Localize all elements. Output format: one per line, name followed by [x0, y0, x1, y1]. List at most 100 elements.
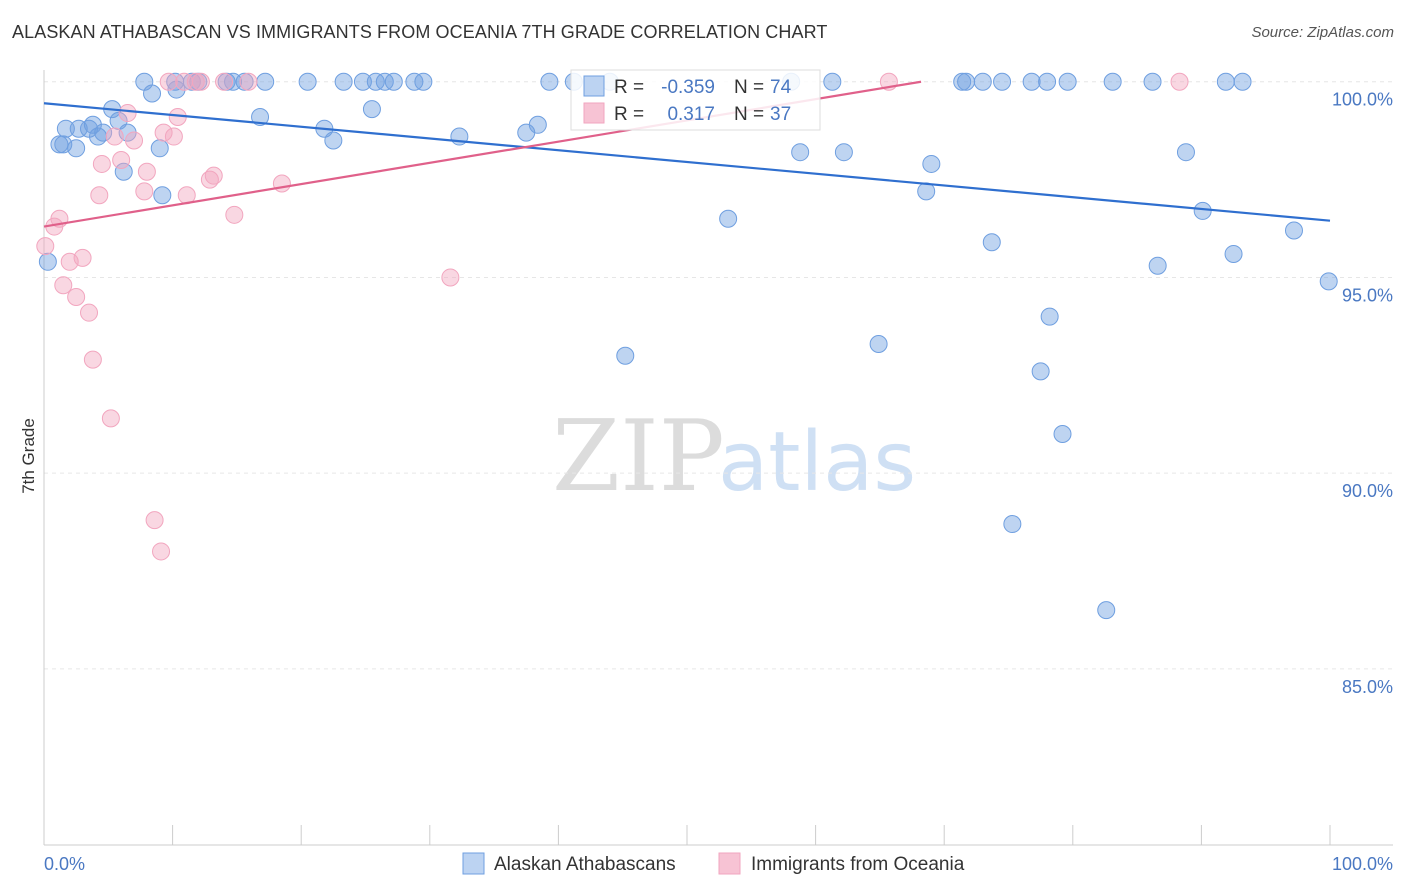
- data-point: [982, 233, 1001, 252]
- stats-box: R = -0.359 N = 74 R = 0.317 N = 37: [570, 69, 821, 131]
- data-point: [1216, 72, 1235, 91]
- stats-r-label-blue: R =: [614, 77, 644, 98]
- data-point: [719, 209, 738, 228]
- data-point: [414, 72, 433, 91]
- data-point: [251, 107, 270, 126]
- data-point: [83, 350, 102, 369]
- data-point: [298, 72, 317, 91]
- data-point: [366, 72, 385, 91]
- data-point: [1103, 72, 1122, 91]
- watermark-atlas: atlas: [718, 415, 916, 510]
- data-point: [362, 100, 381, 119]
- data-point: [791, 143, 810, 162]
- stats-box-frame: [570, 69, 821, 131]
- data-point: [1319, 272, 1338, 291]
- data-point: [1053, 425, 1072, 444]
- y-tick-label: 85.0%: [1342, 677, 1393, 697]
- data-point: [1038, 72, 1057, 91]
- data-point: [993, 72, 1012, 91]
- legend-swatch-alaskan-athabascans: [462, 852, 485, 875]
- chart-source: Source: ZipAtlas.com: [1251, 24, 1394, 41]
- watermark: ZIP atlas: [552, 400, 916, 514]
- legend-label-alaskan-athabascans: Alaskan Athabascans: [494, 854, 676, 875]
- data-points: [36, 72, 1338, 620]
- data-point: [150, 139, 169, 158]
- data-point: [67, 139, 86, 158]
- data-point: [153, 186, 172, 205]
- data-point: [834, 143, 853, 162]
- data-point: [182, 72, 201, 91]
- data-point: [1170, 72, 1189, 91]
- data-point: [135, 182, 154, 201]
- data-point: [405, 72, 424, 91]
- data-point: [1022, 72, 1041, 91]
- data-point: [235, 72, 254, 91]
- data-point: [1233, 72, 1252, 91]
- x-tick-label-min: 0.0%: [44, 854, 85, 874]
- stats-swatch-blue: [583, 75, 605, 97]
- trend-line-alaskan-athabascans: [43, 102, 1331, 222]
- stats-r-value-pink: 0.317: [667, 104, 715, 125]
- data-point: [73, 248, 92, 267]
- data-point: [94, 123, 113, 142]
- data-point: [54, 276, 73, 295]
- chart-title: ALASKAN ATHABASCAN VS IMMIGRANTS FROM OC…: [12, 22, 828, 42]
- x-axis-ticks: [43, 825, 1331, 845]
- data-point: [1097, 601, 1116, 620]
- data-point: [1224, 244, 1243, 263]
- data-point: [215, 72, 234, 91]
- data-point: [90, 186, 109, 205]
- stats-swatch-pink: [583, 102, 605, 124]
- data-point: [143, 84, 162, 103]
- data-point: [922, 154, 941, 173]
- data-point: [36, 237, 55, 256]
- legend-swatch-immigrants-from-oceania: [718, 852, 741, 875]
- data-point: [869, 334, 888, 353]
- data-point: [154, 123, 173, 142]
- stats-n-label-pink: N =: [734, 104, 764, 125]
- y-tick-label: 100.0%: [1332, 90, 1393, 110]
- data-point: [145, 511, 164, 530]
- watermark-zip: ZIP: [552, 400, 725, 514]
- data-point: [56, 119, 75, 138]
- y-axis-tick-labels: 100.0% 95.0% 90.0% 85.0%: [1332, 90, 1393, 697]
- data-point: [1284, 221, 1303, 240]
- data-point: [957, 72, 976, 91]
- data-point: [953, 72, 972, 91]
- data-point: [191, 72, 210, 91]
- data-point: [137, 162, 156, 181]
- stats-r-label-pink: R =: [614, 104, 644, 125]
- data-point: [204, 166, 223, 185]
- data-point: [67, 288, 86, 307]
- stats-n-value-pink: 37: [770, 104, 791, 125]
- data-point: [164, 127, 183, 146]
- y-axis-label: 7th Grade: [19, 418, 38, 494]
- data-point: [186, 72, 205, 91]
- y-tick-label: 90.0%: [1342, 481, 1393, 501]
- data-point: [353, 72, 372, 91]
- data-point: [441, 268, 460, 287]
- legend: Alaskan Athabascans Immigrants from Ocea…: [462, 852, 965, 875]
- data-point: [616, 346, 635, 365]
- data-point: [334, 72, 353, 91]
- data-point: [823, 72, 842, 91]
- data-point: [375, 72, 394, 91]
- data-point: [1040, 307, 1059, 326]
- data-point: [80, 303, 99, 322]
- data-point: [38, 252, 57, 271]
- axes: [43, 70, 1393, 846]
- data-point: [1003, 515, 1022, 534]
- data-point: [105, 127, 124, 146]
- data-point: [239, 72, 258, 91]
- stats-r-value-blue: -0.359: [661, 77, 715, 98]
- data-point: [114, 162, 133, 181]
- data-point: [167, 80, 186, 99]
- data-point: [540, 72, 559, 91]
- data-point: [50, 135, 69, 154]
- data-point: [125, 131, 144, 150]
- data-point: [1058, 72, 1077, 91]
- data-point: [225, 205, 244, 224]
- data-point: [973, 72, 992, 91]
- stats-n-value-blue: 74: [770, 77, 792, 98]
- data-point: [101, 409, 120, 428]
